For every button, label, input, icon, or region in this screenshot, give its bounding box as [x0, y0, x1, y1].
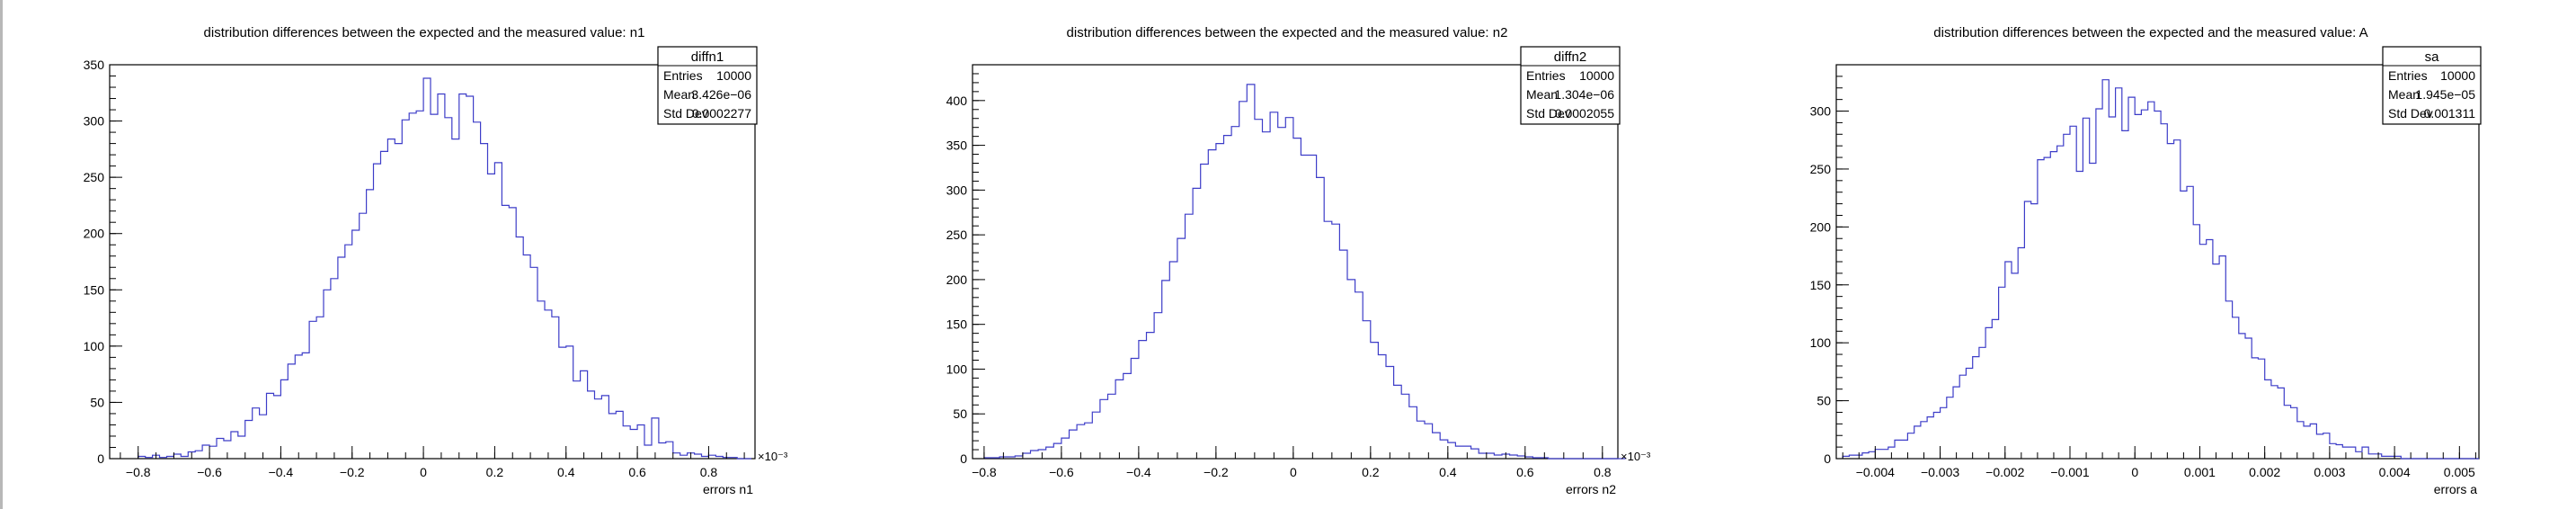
stats-value: 10000 [1579, 68, 1614, 83]
x-tick-label: −0.6 [1049, 465, 1074, 479]
x-tick-label: −0.004 [1856, 465, 1895, 479]
x-tick-label: −0.4 [1126, 465, 1151, 479]
x-tick-label: 0.003 [2314, 465, 2345, 479]
stats-value: 0.0002055 [1555, 106, 1614, 121]
x-tick-label: 0.005 [2444, 465, 2475, 479]
stats-box-frame [1520, 46, 1621, 125]
chart-title: distribution differences between the exp… [1933, 25, 2367, 40]
x-tick-label: 0.8 [700, 465, 718, 479]
stats-value: 0.001311 [2424, 106, 2476, 121]
x-tick-label: 0.4 [557, 465, 575, 479]
x-tick-label: 0.2 [486, 465, 504, 479]
stats-key: Mean [663, 87, 695, 102]
y-tick-label: 300 [946, 183, 968, 197]
y-tick-label: 150 [946, 317, 968, 332]
y-tick-label: 150 [1810, 278, 1832, 292]
stats-key: Std Dev [663, 106, 708, 121]
stats-box-name: sa [2425, 49, 2440, 65]
stats-key: Entries [663, 68, 703, 83]
x-tick-label: 0.6 [628, 465, 646, 479]
stats-box-name: diffn2 [1554, 49, 1586, 65]
x-axis-label: errors n1 [703, 482, 753, 496]
y-tick-label: 100 [1810, 335, 1832, 350]
y-tick-label: 50 [953, 406, 967, 421]
x-tick-label: −0.002 [1985, 465, 2024, 479]
x-tick-label: 0.4 [1439, 465, 1457, 479]
y-tick-label: 0 [1824, 451, 1831, 466]
histogram-panel-2: distribution differences between the exp… [946, 25, 1651, 496]
stats-key: Std Dev [2388, 106, 2433, 121]
histogram-series [983, 84, 1626, 460]
x-tick-label: 0 [420, 465, 427, 479]
stats-key: Entries [1526, 68, 1566, 83]
stats-key: Mean [1526, 87, 1558, 102]
stats-value: 1.304e−06 [1554, 87, 1614, 102]
x-tick-label: 0.002 [2249, 465, 2280, 479]
y-tick-label: 150 [84, 282, 105, 297]
chart-title: distribution differences between the exp… [1067, 25, 1508, 40]
x-axis-label: errors a [2434, 482, 2477, 496]
stats-value: 0.0002277 [692, 106, 751, 121]
y-tick-label: 200 [84, 227, 105, 241]
histogram-panel-1: distribution differences between the exp… [84, 25, 788, 496]
x-tick-label: 0.004 [2379, 465, 2411, 479]
y-tick-label: 100 [84, 339, 105, 353]
x-tick-label: −0.6 [197, 465, 222, 479]
x-tick-label: 0.6 [1516, 465, 1534, 479]
stats-key: Mean [2388, 87, 2420, 102]
chart-title: distribution differences between the exp… [204, 25, 645, 40]
x-multiplier-label: ×10⁻³ [758, 450, 788, 463]
y-tick-label: 200 [1810, 219, 1832, 234]
x-multiplier-label: ×10⁻³ [1621, 450, 1651, 463]
y-tick-label: 250 [946, 228, 968, 242]
x-tick-label: −0.8 [126, 465, 151, 479]
histogram-series [1842, 79, 2479, 460]
window-edge [0, 0, 3, 509]
y-tick-label: 200 [946, 272, 968, 287]
y-tick-label: 250 [1810, 162, 1832, 176]
y-tick-label: 50 [90, 395, 104, 409]
x-tick-label: 0.001 [2184, 465, 2216, 479]
stats-value: 10000 [716, 68, 751, 83]
stats-value: 10000 [2440, 68, 2475, 83]
x-tick-label: −0.4 [269, 465, 294, 479]
stats-value: 1.945e−05 [2415, 87, 2475, 102]
y-tick-label: 0 [97, 451, 104, 466]
y-tick-label: 100 [946, 362, 968, 376]
y-tick-label: 0 [960, 451, 967, 466]
x-tick-label: −0.8 [972, 465, 997, 479]
x-tick-label: 0.2 [1362, 465, 1380, 479]
stats-key: Entries [2388, 68, 2428, 83]
stats-box-frame [657, 46, 758, 125]
stats-value: 3.426e−06 [691, 87, 751, 102]
y-tick-label: 250 [84, 170, 105, 184]
x-axis-label: errors n2 [1566, 482, 1616, 496]
x-tick-label: −0.2 [1204, 465, 1229, 479]
x-tick-label: 0.8 [1594, 465, 1612, 479]
stats-key: Std Dev [1526, 106, 1571, 121]
x-tick-label: 0 [1290, 465, 1297, 479]
y-tick-label: 50 [1817, 394, 1831, 408]
y-tick-label: 300 [1810, 104, 1832, 119]
x-tick-label: −0.2 [340, 465, 365, 479]
y-tick-label: 300 [84, 114, 105, 129]
stats-box-name: diffn1 [691, 49, 724, 65]
x-tick-label: −0.001 [2050, 465, 2089, 479]
y-tick-label: 350 [946, 138, 968, 153]
y-tick-label: 400 [946, 94, 968, 108]
x-tick-label: 0 [2131, 465, 2138, 479]
x-tick-label: −0.003 [1921, 465, 1959, 479]
stats-box-frame [2382, 46, 2482, 125]
y-tick-label: 350 [84, 58, 105, 72]
histogram-series [138, 77, 751, 460]
plot-frame [109, 64, 756, 460]
histogram-panel-3: distribution differences between the exp… [1810, 25, 2482, 496]
